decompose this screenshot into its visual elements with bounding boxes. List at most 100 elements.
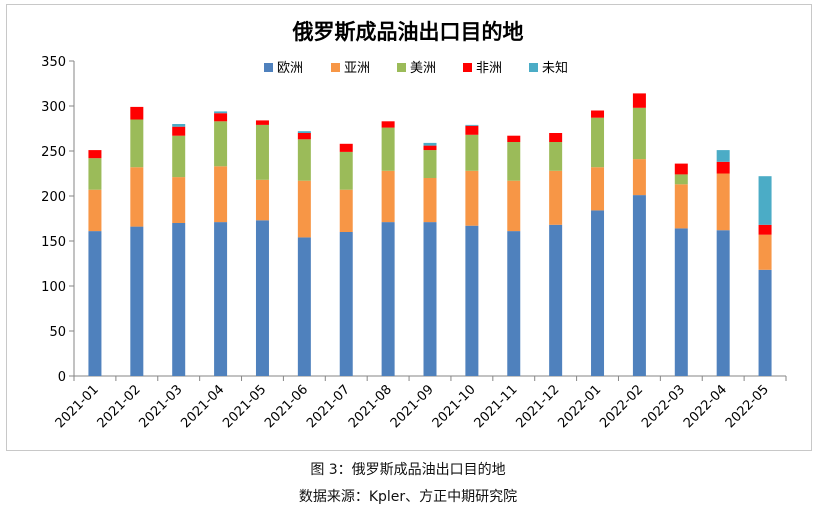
bar-segment-4: [172, 126, 186, 136]
y-tick-label: 250: [41, 145, 66, 160]
bar-segment-1: [172, 223, 186, 376]
bar-segment-4: [130, 106, 144, 120]
bar-segment-1: [423, 222, 437, 376]
bar-segment-5: [297, 131, 311, 133]
x-tick-label: 2021-04: [178, 382, 227, 431]
x-tick-label: 2022-01: [555, 382, 604, 431]
bar-segment-2: [381, 170, 395, 223]
bar-segment-2: [297, 180, 311, 238]
bar-segment-2: [423, 178, 437, 223]
x-tick-label: 2022-05: [723, 382, 772, 431]
bar-segment-1: [255, 220, 269, 376]
bar-segment-5: [465, 124, 479, 126]
bar-segment-4: [214, 113, 228, 122]
bar-segment-4: [591, 110, 605, 118]
bar-segment-4: [465, 125, 479, 135]
bar-segment-1: [339, 232, 353, 376]
bar-segment-4: [297, 133, 311, 140]
bar-segment-4: [339, 143, 353, 152]
bar-segment-2: [674, 184, 688, 229]
bar-segment-5: [758, 176, 772, 225]
bar-segment-3: [214, 121, 228, 167]
bar-segment-2: [716, 173, 730, 231]
bar-segment-1: [465, 225, 479, 376]
bar-segment-3: [674, 174, 688, 185]
x-tick-label: 2022-03: [639, 382, 688, 431]
bar-segment-1: [130, 226, 144, 376]
bar-segment-2: [339, 189, 353, 232]
bar-segment-2: [591, 167, 605, 211]
bar-segment-3: [423, 150, 437, 178]
x-tick-label: 2021-03: [137, 382, 186, 431]
y-tick-label: 50: [49, 325, 66, 340]
legend-label-5: 未知: [542, 60, 568, 76]
bar-segment-1: [758, 269, 772, 376]
legend-swatch-4: [463, 63, 472, 72]
bar-segment-4: [716, 161, 730, 174]
legend-label-3: 美洲: [410, 61, 436, 76]
bar-segment-3: [381, 127, 395, 171]
bar-segment-1: [674, 228, 688, 376]
bar-segment-2: [758, 234, 772, 270]
bar-segment-4: [758, 224, 772, 235]
legend-swatch-2: [331, 63, 340, 72]
bar-segment-2: [214, 166, 228, 223]
bar-segment-1: [632, 195, 646, 376]
x-tick-label: 2021-02: [95, 382, 144, 431]
legend-swatch-5: [529, 63, 538, 72]
bar-segment-3: [632, 107, 646, 160]
legend-swatch-1: [264, 63, 273, 72]
x-tick-label: 2021-10: [430, 382, 479, 431]
bar-segment-1: [88, 231, 102, 376]
bar-segment-5: [716, 150, 730, 162]
bar-segment-1: [381, 222, 395, 376]
x-tick-label: 2021-12: [513, 382, 562, 431]
bar-segment-5: [214, 111, 228, 114]
bar-segment-1: [716, 230, 730, 376]
figure-caption: 图 3：俄罗斯成品油出口目的地: [310, 462, 506, 478]
bar-segment-1: [549, 224, 563, 376]
bar-segment-1: [214, 222, 228, 376]
x-tick-label: 2022-04: [681, 382, 730, 431]
x-tick-label: 2021-06: [262, 382, 311, 431]
bar-segment-3: [591, 117, 605, 168]
bar-segment-3: [172, 135, 186, 178]
x-tick-label: 2021-01: [53, 382, 102, 431]
bar-segment-1: [297, 237, 311, 376]
bar-segment-5: [172, 124, 186, 127]
x-tick-label: 2021-05: [220, 382, 269, 431]
legend-label-2: 亚洲: [344, 61, 370, 76]
bar-segment-2: [507, 180, 521, 232]
legend-label-1: 欧洲: [277, 61, 303, 76]
x-tick-label: 2021-07: [304, 382, 353, 431]
bar-segment-4: [674, 163, 688, 175]
chart-title: 俄罗斯成品油出口目的地: [292, 20, 524, 44]
y-tick-label: 150: [41, 235, 66, 250]
bar-segment-4: [381, 121, 395, 128]
bar-segment-2: [130, 167, 144, 227]
x-tick-label: 2021-09: [388, 382, 437, 431]
x-tick-label: 2022-02: [597, 382, 646, 431]
bar-segment-4: [549, 133, 563, 142]
bar-segment-2: [255, 179, 269, 221]
bar-segment-3: [130, 119, 144, 168]
bar-segment-1: [591, 210, 605, 376]
bar-segment-2: [465, 170, 479, 226]
bar-segment-4: [88, 150, 102, 159]
y-tick-label: 300: [41, 100, 66, 115]
y-tick-label: 350: [41, 55, 66, 70]
bar-segment-4: [423, 145, 437, 151]
legend-label-4: 非洲: [476, 61, 502, 76]
bar-segment-4: [255, 120, 269, 125]
y-tick-label: 200: [41, 190, 66, 205]
legend-swatch-3: [397, 63, 406, 72]
y-tick-label: 100: [41, 280, 66, 295]
x-tick-label: 2021-08: [346, 382, 395, 431]
bar-segment-2: [549, 170, 563, 225]
bar-segment-2: [88, 189, 102, 232]
bar-segment-3: [88, 158, 102, 190]
bar-segment-2: [172, 177, 186, 223]
bar-segment-3: [339, 151, 353, 190]
bar-segment-5: [423, 142, 437, 146]
bar-segment-3: [507, 142, 521, 181]
